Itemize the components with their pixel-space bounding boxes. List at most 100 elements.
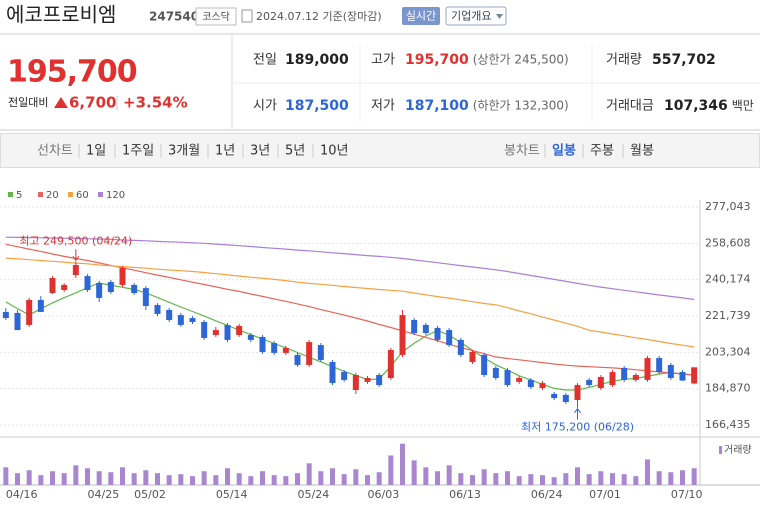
candle-body: [119, 267, 126, 285]
volume-bar: [26, 470, 32, 485]
volume-bar: [365, 475, 370, 485]
change-pct: +3.54%: [123, 94, 188, 112]
volume-bar: [680, 470, 685, 485]
candle-tab[interactable]: 주봉: [590, 144, 614, 159]
volume-legend-swatch: [719, 446, 722, 454]
change-label: 전일대비: [8, 95, 48, 109]
volume-bar: [528, 474, 534, 485]
candle-body: [597, 376, 604, 389]
candle-body: [317, 345, 324, 361]
candle-body: [434, 327, 441, 340]
up-arrow: [54, 97, 68, 108]
volume-bar: [423, 467, 429, 485]
candle-body: [609, 372, 616, 386]
candle-body: [259, 336, 266, 352]
volume-bar: [598, 471, 604, 485]
line-chart-label: 선차트: [37, 144, 73, 159]
candle-body: [282, 348, 289, 353]
y-tick-label: 240,174: [705, 273, 751, 286]
candle-body: [61, 284, 68, 291]
candle-body: [271, 343, 278, 353]
candle-body: [341, 372, 348, 380]
realtime-label[interactable]: 실시간: [406, 10, 436, 23]
candle-body: [691, 367, 698, 384]
candle-tab[interactable]: 일봉: [552, 144, 576, 159]
period-tab[interactable]: 1년: [215, 144, 235, 159]
candle-body: [201, 321, 208, 338]
x-tick-label: 06/13: [449, 488, 481, 501]
candle-body: [539, 383, 546, 389]
period-tab[interactable]: 5년: [285, 144, 305, 159]
candle-body: [2, 311, 9, 319]
candle-body: [72, 265, 79, 276]
x-tick-label: 06/03: [368, 488, 400, 501]
volume-bar: [260, 471, 265, 485]
y-tick-label: 277,043: [705, 200, 751, 213]
ma-line: [5, 282, 695, 391]
volume-bar: [236, 473, 242, 485]
realtime-button[interactable]: [402, 7, 440, 25]
market: 코스닥: [202, 11, 230, 23]
candle-body: [516, 377, 523, 382]
ma-line: [5, 243, 695, 376]
period-tab[interactable]: 1주일: [122, 144, 154, 159]
period-tab[interactable]: 1일: [86, 144, 106, 159]
candle-body: [364, 377, 371, 382]
candle-body: [49, 278, 56, 294]
candle-body: [457, 339, 464, 355]
volume-bar: [295, 473, 300, 485]
y-tick-label: 166,435: [705, 418, 751, 431]
candle-body: [562, 394, 569, 403]
quote-value: 557,702: [652, 52, 716, 68]
company-label[interactable]: 기업개요: [451, 10, 491, 23]
quote-value: 187,100: [405, 98, 469, 114]
volume-bar: [143, 470, 149, 485]
candle-body: [306, 342, 313, 365]
volume-bar: [96, 471, 102, 485]
volume-bar: [306, 463, 312, 485]
legend-swatch: [38, 192, 43, 197]
volume-bar: [621, 474, 627, 485]
quote-value: 195,700: [405, 52, 469, 68]
max-label: 최고 249,500 (04/24): [19, 234, 132, 247]
min-label: 최저 175,200 (06/28): [521, 421, 634, 434]
candle-tab[interactable]: 월봉: [630, 144, 654, 159]
volume-bar: [645, 459, 650, 485]
period-tab[interactable]: 3년: [250, 144, 270, 159]
x-tick-label: 07/01: [589, 488, 621, 501]
y-tick-label: 258,608: [705, 236, 751, 249]
x-tick-label: 04/25: [88, 488, 120, 501]
candle-body: [399, 315, 406, 355]
y-tick-label: 184,870: [705, 382, 751, 395]
volume-bar: [61, 473, 67, 485]
period-tab[interactable]: 3개월: [168, 144, 200, 159]
candle-body: [551, 393, 558, 399]
volume-bar: [225, 468, 230, 485]
legend-swatch: [8, 192, 13, 197]
candle-body: [492, 367, 499, 378]
candle-body: [679, 372, 686, 381]
candle-body: [527, 379, 534, 388]
candle-body: [446, 330, 453, 346]
calendar-icon: [241, 9, 253, 23]
min-arrow-head: [574, 407, 581, 414]
volume-bar: [155, 473, 160, 485]
candle-body: [644, 358, 651, 380]
price: 195,700: [7, 55, 137, 90]
volume-bar: [388, 455, 394, 485]
candle-body: [96, 282, 103, 298]
dropdown-icon: [496, 14, 503, 19]
candle-body: [166, 309, 173, 321]
candle-body: [422, 324, 429, 334]
candle-body: [632, 375, 639, 380]
company-button[interactable]: [445, 6, 507, 26]
candle-body: [586, 379, 593, 386]
volume-bar: [411, 460, 417, 485]
volume-bar: [318, 471, 324, 485]
period-tab[interactable]: 10년: [320, 144, 349, 159]
x-tick-label: 05/24: [298, 488, 330, 501]
candle-body: [469, 351, 476, 362]
volume-bar: [691, 468, 697, 485]
x-tick-label: 05/02: [134, 488, 166, 501]
volume-bar: [353, 469, 359, 485]
